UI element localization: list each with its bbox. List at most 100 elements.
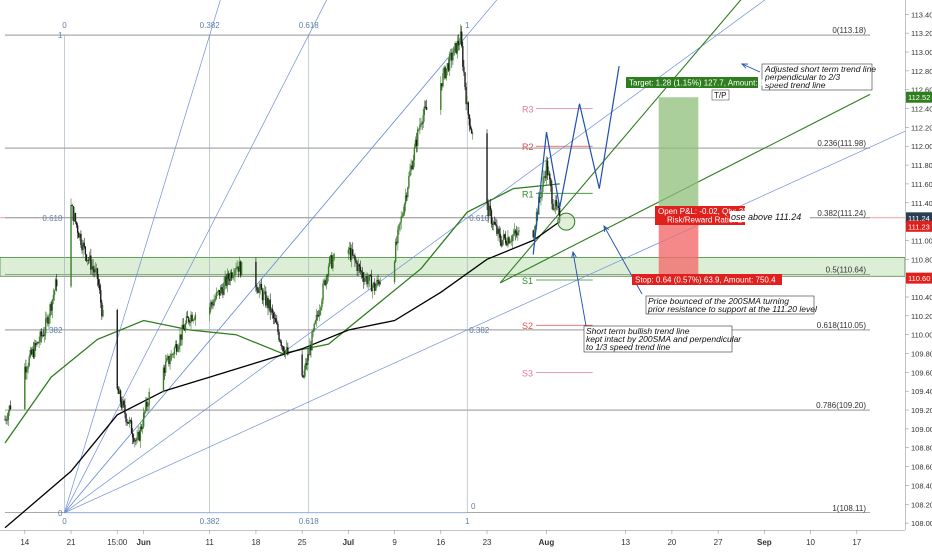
candle-bullish — [443, 67, 445, 74]
candle-bullish — [407, 187, 409, 198]
candle-bullish — [190, 314, 192, 323]
pivot-label: R1 — [522, 189, 534, 199]
candle-bullish — [492, 222, 495, 225]
candle-bearish — [100, 290, 102, 303]
candle-bearish — [550, 179, 552, 187]
candle-bearish — [126, 421, 128, 423]
candle-bearish — [271, 308, 274, 313]
candle-bearish — [123, 400, 125, 406]
candle-bullish — [219, 287, 222, 296]
candle-bullish — [166, 358, 168, 362]
annotation-200sma-bounce: Price bounced of the 200SMA turning prio… — [645, 295, 818, 315]
candle-bullish — [456, 40, 459, 54]
moving-average-layer — [4, 183, 561, 529]
candle-bearish — [260, 283, 263, 291]
candle-bearish — [212, 303, 214, 306]
candle-bullish — [423, 106, 425, 116]
candle-bullish — [357, 264, 359, 271]
candle-bearish — [135, 439, 137, 441]
candle-bullish — [43, 333, 46, 337]
candle-bullish — [365, 276, 367, 279]
candle-bearish — [5, 419, 7, 421]
time-tick-label: 16 — [436, 538, 445, 547]
candle-bullish — [266, 297, 268, 306]
time-tick-label: Aug — [539, 538, 555, 547]
candle-bullish — [413, 147, 416, 161]
candle-bearish — [101, 302, 103, 317]
candle-bearish — [119, 390, 122, 403]
candle-bearish — [355, 260, 357, 263]
candle-bearish — [125, 414, 127, 422]
candle-bullish — [364, 278, 366, 282]
candle-bullish — [70, 205, 72, 287]
candle-bullish — [399, 222, 401, 225]
candle-bullish — [240, 261, 243, 276]
fib-level-label: 0.382(111.24) — [817, 209, 866, 218]
candle-bullish — [258, 287, 260, 293]
time-tick-label: 17 — [852, 538, 861, 547]
fib-time-label-top: 1 — [465, 21, 470, 30]
candle-bullish — [208, 307, 211, 315]
candle-bullish — [147, 405, 149, 407]
candle-bullish — [262, 292, 265, 301]
time-tick-label: 18 — [251, 538, 260, 547]
annotation-line: speed trend line — [765, 80, 826, 90]
candle-bearish — [358, 264, 361, 267]
candle-bearish — [76, 225, 79, 233]
price-tick-label: 108.00 — [911, 519, 932, 528]
candles-layer[interactable] — [4, 24, 561, 448]
candle-bearish — [305, 363, 308, 366]
projection-path — [532, 66, 620, 255]
candle-bullish — [232, 276, 234, 279]
price-tick-label: 113.40 — [911, 10, 932, 19]
candle-bearish — [447, 63, 450, 71]
candle-bullish — [320, 307, 322, 311]
price-tick-label: 108.20 — [911, 500, 932, 509]
candle-bearish — [546, 160, 549, 176]
candle-bullish — [518, 230, 520, 232]
candle-bullish — [141, 426, 144, 430]
time-tick-label: 15:00 — [107, 538, 128, 547]
candle-bullish — [422, 115, 424, 124]
candle-bearish — [324, 280, 326, 285]
candle-bearish — [227, 273, 230, 280]
candle-bearish — [4, 419, 6, 421]
candle-bullish — [286, 347, 288, 351]
price-tick-label: 111.40 — [911, 199, 932, 208]
candle-bullish — [312, 330, 314, 333]
candle-bullish — [73, 213, 76, 221]
candle-bullish — [513, 230, 516, 235]
fib-time-label-bottom: 0.382 — [200, 517, 221, 526]
candle-bullish — [39, 331, 41, 342]
fib-mid-label: 0.382 — [469, 326, 490, 335]
candle-bullish — [223, 282, 225, 295]
candle-bearish — [279, 339, 281, 342]
fib-left-label: 0.618 — [42, 214, 63, 223]
candle-bearish — [490, 210, 493, 224]
price-tick-label: 110.20 — [911, 312, 932, 321]
candle-bearish — [257, 290, 259, 293]
candle-bearish — [549, 173, 551, 180]
candle-bearish — [40, 331, 43, 337]
price-tag-label: 111.23 — [908, 222, 930, 231]
tp-label: T/P — [711, 89, 730, 101]
candle-bullish — [442, 73, 444, 87]
candle-bullish — [303, 370, 306, 378]
candle-bullish — [164, 361, 167, 373]
candle-bullish — [393, 261, 396, 283]
candle-bullish — [89, 255, 91, 261]
candle-bullish — [144, 411, 146, 413]
annotation-line: Short term bullish trend line — [586, 326, 690, 336]
candle-bullish — [216, 291, 219, 293]
time-axis[interactable]: 14 21 15:00 Jun 11 18 25 Jul 9 16 23 Aug 13 20 27 Sep 10… — [0, 530, 905, 547]
candle-bearish — [75, 221, 78, 226]
candle-bullish — [136, 437, 138, 441]
candle-bearish — [9, 405, 12, 410]
candle-bullish — [185, 316, 188, 324]
candle-bearish — [50, 304, 52, 311]
candle-bullish — [184, 323, 187, 331]
pivot-label: R2 — [522, 142, 534, 152]
price-tick-label: 113.20 — [911, 29, 932, 38]
